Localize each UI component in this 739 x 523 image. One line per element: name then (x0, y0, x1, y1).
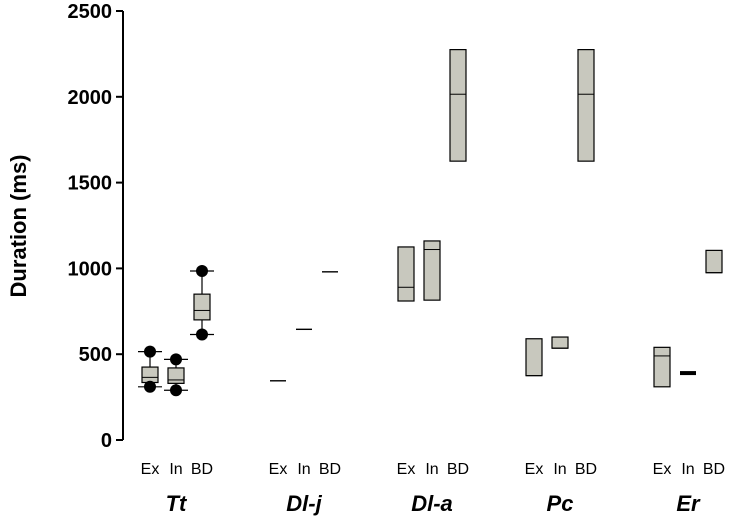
y-tick-label: 500 (79, 344, 112, 366)
y-tick-label: 2000 (68, 87, 113, 109)
category-label-ex: Ex (653, 461, 672, 478)
y-tick-label: 0 (101, 430, 112, 452)
category-label-ex: Ex (141, 461, 160, 478)
category-label-bd: BD (319, 461, 341, 478)
box-dl-a-bd (449, 49, 467, 162)
y-axis-title: Duration (ms) (6, 155, 31, 298)
category-label-in: In (297, 461, 310, 478)
outlier-point (196, 328, 208, 341)
category-label-ex: Ex (397, 461, 416, 478)
category-label-in: In (425, 461, 438, 478)
category-label-in: In (169, 461, 182, 478)
box-dl-a-in (423, 240, 441, 301)
y-tick-label: 1000 (68, 258, 113, 280)
box-dl-a-ex (397, 246, 415, 302)
box-er-ex (653, 346, 671, 388)
outlier-point (196, 264, 208, 277)
category-label-bd: BD (703, 461, 725, 478)
box-pc-ex (525, 338, 543, 377)
group-label-pc: Pc (547, 491, 574, 516)
group-label-dl-a: Dl-a (411, 491, 453, 516)
box-pc-bd (577, 49, 595, 162)
category-label-in: In (553, 461, 566, 478)
category-label-ex: Ex (269, 461, 288, 478)
category-label-ex: Ex (525, 461, 544, 478)
category-label-bd: BD (575, 461, 597, 478)
outlier-point (170, 384, 182, 397)
category-label-in: In (681, 461, 694, 478)
box-tt-in (167, 367, 185, 384)
y-tick-label: 1500 (68, 173, 113, 195)
box-pc-in (551, 336, 569, 349)
category-label-bd: BD (447, 461, 469, 478)
outlier-point (144, 345, 156, 358)
box-tt-bd (193, 293, 211, 321)
group-label-er: Er (676, 491, 701, 516)
outlier-point (170, 353, 182, 366)
group-label-dl-j: Dl-j (286, 491, 322, 516)
category-label-bd: BD (191, 461, 213, 478)
y-tick-label: 2500 (68, 1, 113, 23)
box-er-bd (705, 249, 723, 274)
outlier-point (144, 380, 156, 393)
group-label-tt: Tt (166, 491, 188, 516)
box-tt-ex (141, 366, 159, 384)
